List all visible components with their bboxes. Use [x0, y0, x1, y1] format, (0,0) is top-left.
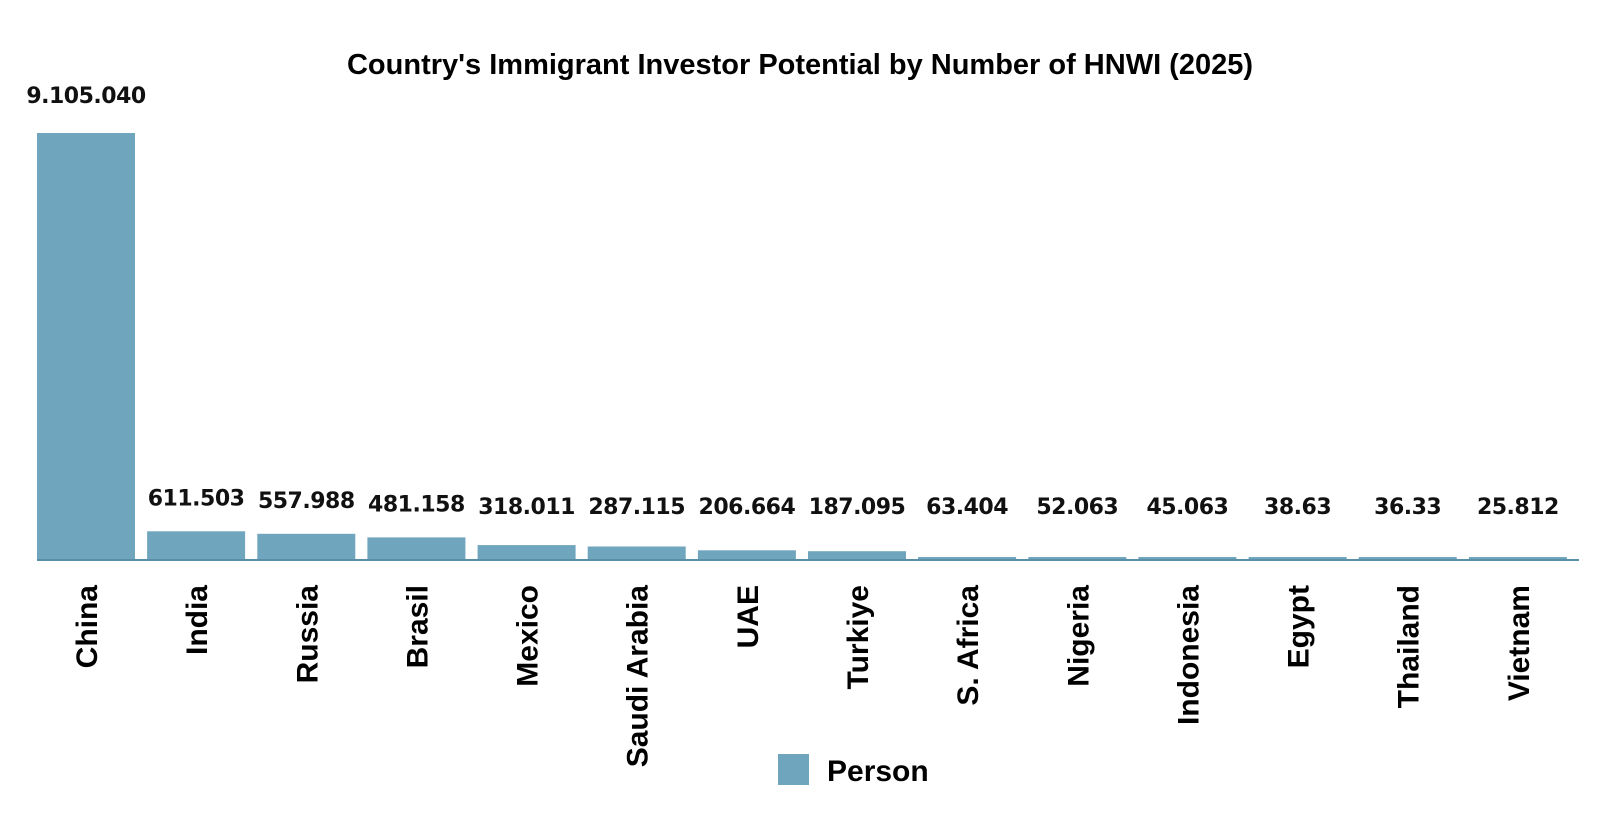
bars-layer [37, 133, 1567, 560]
category-label-vietnam: Vietnam [1503, 585, 1536, 701]
category-label-indonesia: Indonesia [1172, 585, 1205, 725]
value-label-uae: 206.664 [699, 495, 796, 520]
bar-india [147, 531, 246, 560]
category-label-china: China [71, 585, 104, 669]
legend-label-person: Person [827, 755, 929, 788]
value-label-india: 611.503 [148, 486, 245, 511]
value-label-saudi-arabia: 287.115 [588, 495, 685, 520]
value-label-brasil: 481.158 [368, 492, 465, 517]
bar-s-africa [918, 557, 1017, 560]
value-labels-layer: 9.105.040 611.503 557.988 481.158 318.011 287… [26, 84, 1559, 520]
bar-russia [257, 533, 356, 560]
value-label-thailand: 36.33 [1374, 495, 1441, 520]
bar-turkiye [808, 551, 906, 560]
bar-brasil [367, 537, 466, 560]
bar-china [37, 133, 135, 560]
category-label-s-africa: S. Africa [952, 585, 985, 706]
bar-vietnam [1468, 557, 1567, 560]
value-label-vietnam: 25.812 [1477, 495, 1559, 520]
bar-thailand [1358, 557, 1457, 560]
category-label-india: India [181, 585, 214, 655]
category-label-russia: Russia [291, 585, 324, 684]
bar-indonesia [1138, 557, 1237, 560]
bar-saudi-arabia [587, 546, 686, 560]
category-label-egypt: Egypt [1283, 585, 1316, 668]
value-label-russia: 557.988 [258, 489, 355, 514]
value-label-indonesia: 45.063 [1146, 495, 1228, 520]
category-label-brasil: Brasil [401, 585, 434, 668]
category-label-thailand: Thailand [1393, 585, 1426, 708]
category-label-nigeria: Nigeria [1062, 585, 1095, 687]
bar-nigeria [1028, 557, 1127, 560]
bar-egypt [1248, 557, 1347, 560]
value-label-s-africa: 63.404 [926, 495, 1008, 520]
value-label-egypt: 38.63 [1264, 495, 1331, 520]
category-label-uae: UAE [732, 585, 765, 648]
bar-uae [697, 550, 796, 560]
legend: Person [778, 754, 929, 788]
value-label-china: 9.105.040 [26, 84, 146, 109]
category-label-mexico: Mexico [512, 585, 545, 687]
value-label-nigeria: 52.063 [1036, 495, 1118, 520]
value-label-mexico: 318.011 [478, 495, 575, 520]
category-label-saudi-arabia: Saudi Arabia [622, 585, 655, 768]
value-label-turkiye: 187.095 [809, 495, 906, 520]
bar-mexico [477, 545, 576, 560]
legend-swatch [778, 754, 809, 785]
category-labels-layer: China India Russia Brasil Mexico Saudi Arabia… [71, 585, 1536, 768]
category-label-turkiye: Turkiye [842, 585, 875, 690]
chart-title: Country's Immigrant Investor Potential b… [347, 49, 1253, 81]
